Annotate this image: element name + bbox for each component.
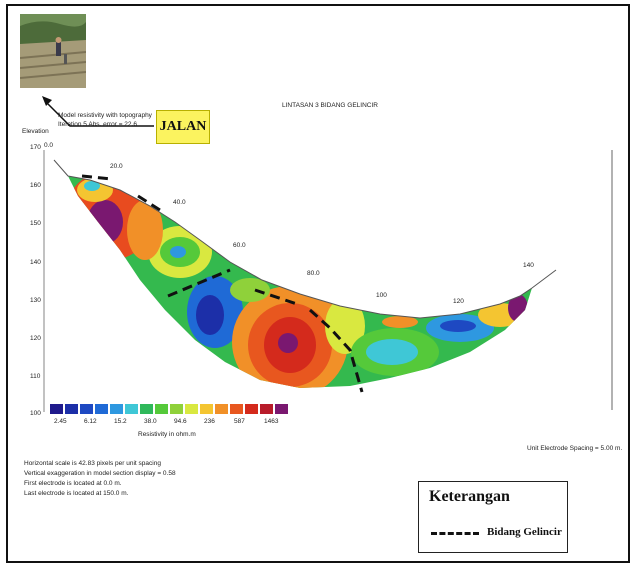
jalan-label: JALAN (156, 110, 210, 144)
y-tick: 140 (30, 259, 41, 266)
x-tick: 100 (376, 292, 387, 299)
colorbar-tick-label: 94.6 (174, 418, 187, 425)
resistivity-colorbar-labels: 2.45 6.12 15.2 38.0 94.6 236 587 1463 (50, 418, 290, 428)
colorbar-swatch (140, 404, 153, 414)
info-line-3: First electrode is located at 0.0 m. (24, 480, 122, 487)
x-tick: 40.0 (173, 199, 186, 206)
y-tick: 100 (30, 410, 41, 417)
info-line-1: Horizontal scale is 42.83 pixels per uni… (24, 460, 161, 467)
colorbar-swatch (245, 404, 258, 414)
colorbar-swatch (215, 404, 228, 414)
model-caption-1: Model resistivity with topography (58, 112, 152, 119)
colorbar-tick-label: 38.0 (144, 418, 157, 425)
x-tick: 20.0 (110, 163, 123, 170)
colorbar-tick-label: 1463 (264, 418, 279, 425)
arrow-head-icon (42, 96, 52, 106)
colorbar-swatch (110, 404, 123, 414)
colorbar-tick-label: 15.2 (114, 418, 127, 425)
elevation-label: Elevation (22, 128, 49, 135)
figure-frame (6, 4, 630, 563)
colorbar-swatch (200, 404, 213, 414)
colorbar-swatch (185, 404, 198, 414)
resistivity-colorbar (50, 404, 290, 414)
y-tick: 150 (30, 220, 41, 227)
colorbar-swatch (65, 404, 78, 414)
y-tick: 130 (30, 297, 41, 304)
colorbar-swatch (170, 404, 183, 414)
colorbar-swatch (95, 404, 108, 414)
x-tick: 0.0 (44, 142, 54, 149)
electrode-spacing-label: Unit Electrode Spacing = 5.00 m. (527, 445, 623, 452)
colorbar-swatch (80, 404, 93, 414)
legend-item-label: Bidang Gelincir (487, 526, 562, 538)
x-tick: 140 (523, 262, 534, 269)
resistivity-unit-label: Resistivity in ohm.m (138, 431, 196, 438)
colorbar-tick-label: 6.12 (84, 418, 97, 425)
info-line-4: Last electrode is located at 150.0 m. (24, 490, 129, 497)
colorbar-swatch (275, 404, 288, 414)
legend-box: Keterangan Bidang Gelincir (418, 481, 568, 553)
colorbar-swatch (125, 404, 138, 414)
colorbar-tick-label: 236 (204, 418, 215, 425)
colorbar-swatch (155, 404, 168, 414)
legend-title: Keterangan (429, 488, 510, 505)
site-photo (20, 14, 86, 88)
x-tick: 80.0 (307, 270, 320, 277)
y-tick: 110 (30, 373, 41, 380)
model-caption-2: Iteration 5 Abs. error = 22.6 (58, 121, 137, 128)
slip-plane-dash-icon (431, 532, 479, 535)
y-tick: 160 (30, 182, 41, 189)
section-title: LINTASAN 3 BIDANG GELINCIR (282, 102, 378, 109)
colorbar-tick-label: 587 (234, 418, 245, 425)
colorbar-swatch (260, 404, 273, 414)
y-tick: 120 (30, 335, 41, 342)
colorbar-swatch (230, 404, 243, 414)
y-tick: 170 (30, 144, 41, 151)
colorbar-tick-label: 2.45 (54, 418, 67, 425)
x-tick: 60.0 (233, 242, 246, 249)
colorbar-swatch (50, 404, 63, 414)
info-line-2: Vertical exaggeration in model section d… (24, 470, 176, 477)
x-tick: 120 (453, 298, 464, 305)
